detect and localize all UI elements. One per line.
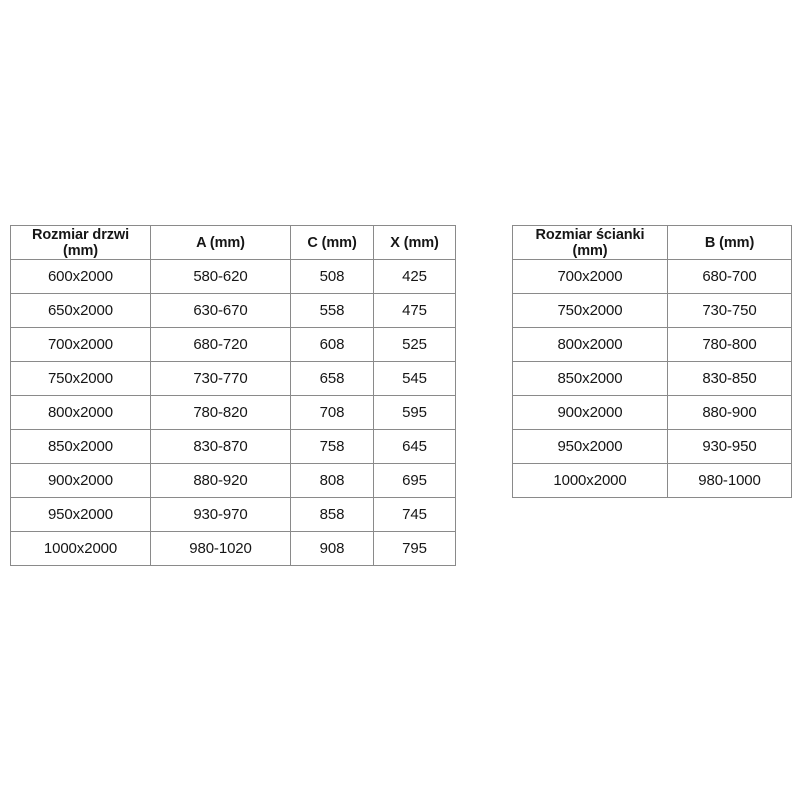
table-row: 850x2000 830-850	[512, 361, 792, 396]
cell-a-value: 630-670	[150, 293, 291, 328]
table-header-row: Rozmiar drzwi (mm) A (mm) C (mm) X (mm)	[10, 225, 456, 260]
column-header-c: C (mm)	[290, 225, 374, 260]
wall-dimensions-table: Rozmiar ścianki (mm) B (mm) 700x2000 680-…	[512, 225, 792, 498]
table-row: 650x2000 630-670 558 475	[10, 293, 456, 328]
cell-x-value: 475	[373, 293, 456, 328]
doors-table-header: Rozmiar drzwi (mm) A (mm) C (mm) X (mm)	[10, 225, 456, 260]
cell-c-value: 558	[290, 293, 374, 328]
cell-x-value: 425	[373, 259, 456, 294]
column-header-b: B (mm)	[667, 225, 792, 260]
cell-b-value: 880-900	[667, 395, 792, 430]
cell-c-value: 608	[290, 327, 374, 362]
cell-a-value: 580-620	[150, 259, 291, 294]
cell-wall-size: 800x2000	[512, 327, 668, 362]
table-row: 850x2000 830-870 758 645	[10, 429, 456, 464]
cell-b-value: 680-700	[667, 259, 792, 294]
table-row: 1000x2000 980-1000	[512, 463, 792, 498]
cell-x-value: 645	[373, 429, 456, 464]
cell-c-value: 908	[290, 531, 374, 566]
table-row: 950x2000 930-970 858 745	[10, 497, 456, 532]
table-row: 800x2000 780-820 708 595	[10, 395, 456, 430]
table-row: 750x2000 730-750	[512, 293, 792, 328]
cell-a-value: 780-820	[150, 395, 291, 430]
cell-a-value: 830-870	[150, 429, 291, 464]
cell-door-size: 1000x2000	[10, 531, 151, 566]
cell-door-size: 650x2000	[10, 293, 151, 328]
cell-c-value: 858	[290, 497, 374, 532]
cell-wall-size: 900x2000	[512, 395, 668, 430]
cell-b-value: 830-850	[667, 361, 792, 396]
table-row: 700x2000 680-700	[512, 259, 792, 294]
table-row: 800x2000 780-800	[512, 327, 792, 362]
column-header-door-size: Rozmiar drzwi (mm)	[10, 225, 151, 260]
cell-x-value: 595	[373, 395, 456, 430]
cell-door-size: 850x2000	[10, 429, 151, 464]
cell-wall-size: 850x2000	[512, 361, 668, 396]
table-row: 1000x2000 980-1020 908 795	[10, 531, 456, 566]
cell-x-value: 745	[373, 497, 456, 532]
cell-wall-size: 700x2000	[512, 259, 668, 294]
cell-door-size: 950x2000	[10, 497, 151, 532]
doors-table-body: 600x2000 580-620 508 425 650x2000 630-670 558 4…	[10, 259, 456, 566]
cell-door-size: 750x2000	[10, 361, 151, 396]
cell-c-value: 758	[290, 429, 374, 464]
cell-door-size: 900x2000	[10, 463, 151, 498]
column-header-a: A (mm)	[150, 225, 291, 260]
cell-x-value: 525	[373, 327, 456, 362]
wall-table-body: 700x2000 680-700 750x2000 730-750 800x2000 78…	[512, 259, 792, 498]
table-row: 700x2000 680-720 608 525	[10, 327, 456, 362]
cell-a-value: 880-920	[150, 463, 291, 498]
cell-wall-size: 1000x2000	[512, 463, 668, 498]
cell-a-value: 930-970	[150, 497, 291, 532]
table-row: 900x2000 880-900	[512, 395, 792, 430]
column-header-wall-size: Rozmiar ścianki (mm)	[512, 225, 668, 260]
cell-wall-size: 750x2000	[512, 293, 668, 328]
table-header-row: Rozmiar ścianki (mm) B (mm)	[512, 225, 792, 260]
cell-b-value: 930-950	[667, 429, 792, 464]
cell-c-value: 508	[290, 259, 374, 294]
cell-x-value: 695	[373, 463, 456, 498]
cell-door-size: 600x2000	[10, 259, 151, 294]
cell-door-size: 700x2000	[10, 327, 151, 362]
table-row: 600x2000 580-620 508 425	[10, 259, 456, 294]
cell-a-value: 680-720	[150, 327, 291, 362]
wall-table-header: Rozmiar ścianki (mm) B (mm)	[512, 225, 792, 260]
cell-a-value: 980-1020	[150, 531, 291, 566]
cell-c-value: 658	[290, 361, 374, 396]
doors-dimensions-table: Rozmiar drzwi (mm) A (mm) C (mm) X (mm) …	[10, 225, 456, 566]
table-row: 950x2000 930-950	[512, 429, 792, 464]
cell-door-size: 800x2000	[10, 395, 151, 430]
cell-wall-size: 950x2000	[512, 429, 668, 464]
table-row: 750x2000 730-770 658 545	[10, 361, 456, 396]
table-row: 900x2000 880-920 808 695	[10, 463, 456, 498]
cell-x-value: 545	[373, 361, 456, 396]
cell-c-value: 708	[290, 395, 374, 430]
cell-x-value: 795	[373, 531, 456, 566]
column-header-x: X (mm)	[373, 225, 456, 260]
cell-c-value: 808	[290, 463, 374, 498]
cell-b-value: 780-800	[667, 327, 792, 362]
cell-b-value: 730-750	[667, 293, 792, 328]
cell-b-value: 980-1000	[667, 463, 792, 498]
cell-a-value: 730-770	[150, 361, 291, 396]
